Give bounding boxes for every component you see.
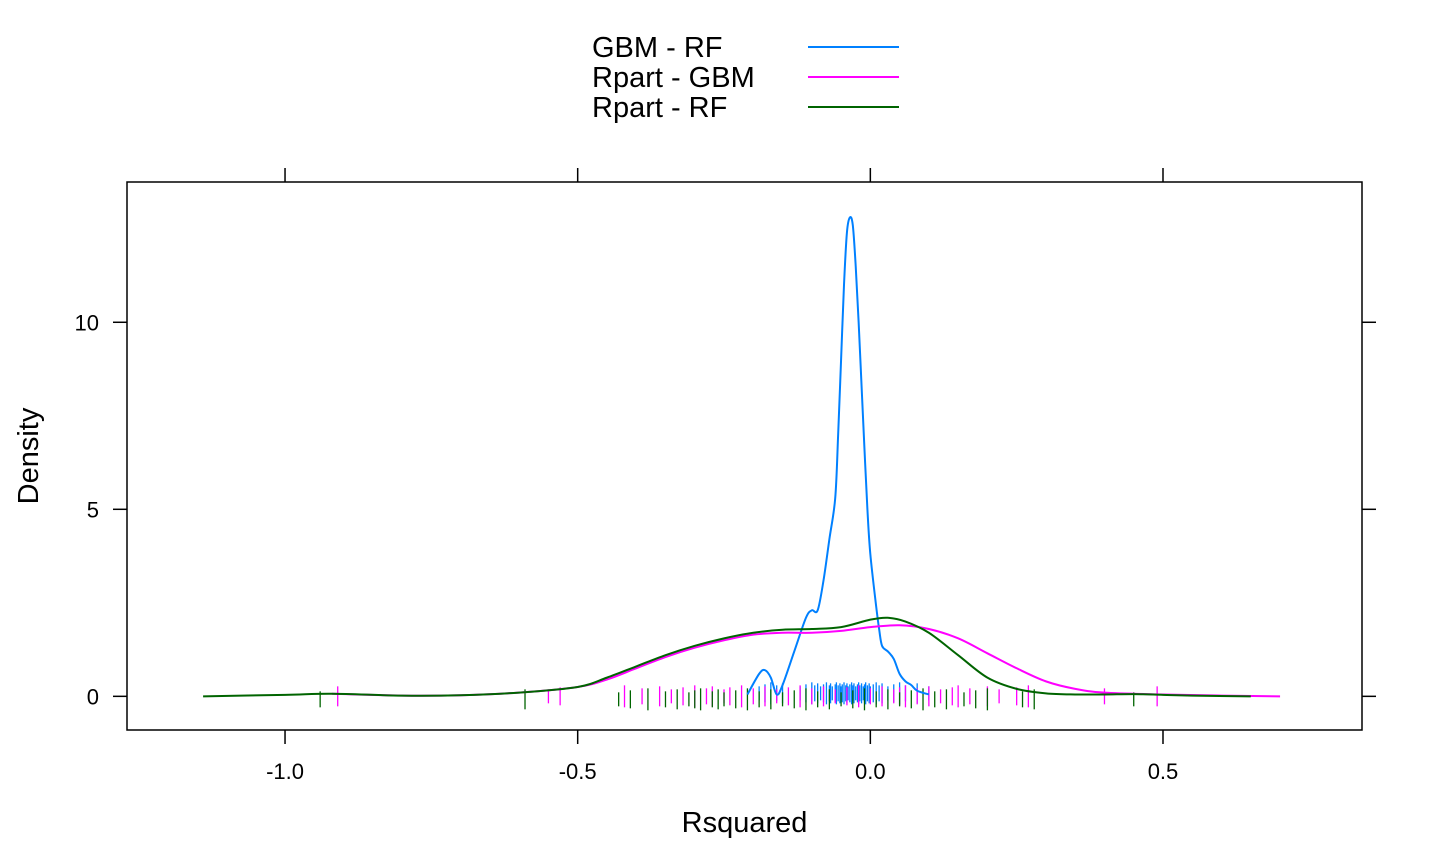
ticks-layer: -1.0 -0.5 0.0 0.5 0 5 10: [75, 168, 1376, 784]
x-tick-label: 0.5: [1148, 759, 1179, 784]
x-axis-title: Rsquared: [682, 807, 808, 839]
y-tick-label: 10: [75, 310, 99, 335]
y-axis-title: Density: [13, 407, 45, 504]
plot-frame: [126, 181, 1363, 731]
legend-label: GBM - RF: [592, 32, 723, 64]
legend-label: Rpart - GBM: [592, 62, 755, 94]
series-line-gbm-rf: [746, 216, 930, 696]
legend-label: Rpart - RF: [592, 92, 727, 124]
x-tick-label: -0.5: [559, 759, 597, 784]
y-tick-label: 5: [87, 497, 99, 522]
x-tick-label: 0.0: [855, 759, 886, 784]
y-tick-label: 0: [87, 684, 99, 709]
series-line-rpart-rf: [203, 616, 1251, 698]
rug-layer: [319, 682, 1158, 711]
x-tick-label: -1.0: [266, 759, 304, 784]
series-layer: [203, 216, 1281, 698]
